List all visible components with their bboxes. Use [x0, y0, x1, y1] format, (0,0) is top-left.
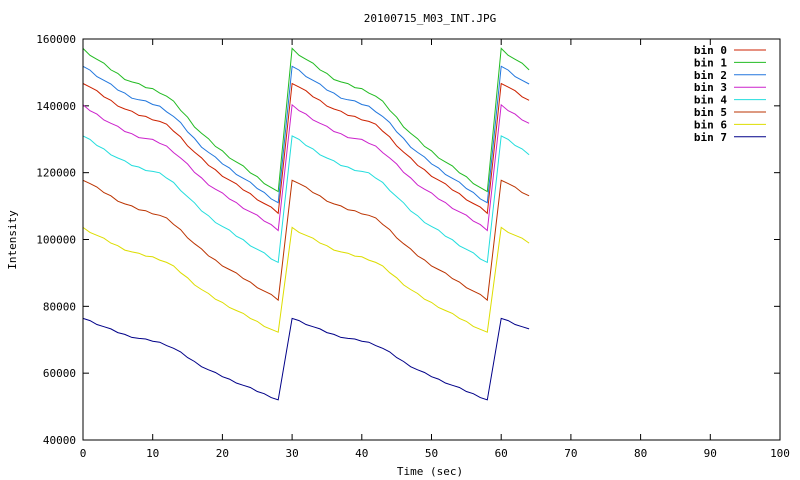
series-line-bin-1 — [82, 47, 530, 193]
y-tick-label: 80000 — [43, 300, 76, 313]
x-tick-label: 80 — [634, 447, 647, 460]
x-tick-label: 20 — [216, 447, 229, 460]
y-tick-label: 100000 — [36, 234, 76, 247]
y-tick-label: 160000 — [36, 33, 76, 46]
legend-label: bin 7 — [694, 131, 727, 144]
series-line-bin-4 — [82, 135, 530, 264]
y-axis-label: Intensity — [6, 210, 19, 270]
series-line-bin-3 — [82, 103, 530, 232]
legend-label: bin 2 — [694, 69, 727, 82]
plot-frame — [82, 38, 781, 441]
x-tick-label: 100 — [770, 447, 790, 460]
series-line-bin-7 — [82, 317, 530, 401]
legend-label: bin 0 — [694, 44, 727, 57]
x-tick-label: 40 — [355, 447, 368, 460]
x-tick-label: 0 — [80, 447, 87, 460]
legend-label: bin 5 — [694, 106, 727, 119]
y-tick-label: 60000 — [43, 367, 76, 380]
chart-title: 20100715_M03_INT.JPG — [364, 12, 496, 25]
series-line-bin-2 — [82, 65, 530, 204]
x-axis-label: Time (sec) — [397, 465, 463, 478]
x-tick-label: 30 — [285, 447, 298, 460]
x-tick-label: 90 — [704, 447, 717, 460]
series-line-bin-0 — [82, 82, 530, 215]
x-tick-label: 10 — [146, 447, 159, 460]
y-tick-label: 120000 — [36, 167, 76, 180]
x-tick-label: 60 — [495, 447, 508, 460]
legend-label: bin 3 — [694, 81, 727, 94]
legend-label: bin 1 — [694, 56, 727, 69]
plot-area — [82, 47, 530, 401]
series-line-bin-6 — [82, 226, 530, 333]
x-tick-label: 50 — [425, 447, 438, 460]
series-line-bin-5 — [82, 179, 530, 302]
axis-ticks: 0 10 20 30 40 50 60 70 80 90 100 40000 60000 80000 100… — [36, 33, 790, 460]
y-tick-label: 140000 — [36, 100, 76, 113]
legend-label: bin 6 — [694, 118, 727, 131]
y-tick-label: 40000 — [43, 434, 76, 447]
x-tick-label: 70 — [564, 447, 577, 460]
legend-label: bin 4 — [694, 94, 727, 107]
